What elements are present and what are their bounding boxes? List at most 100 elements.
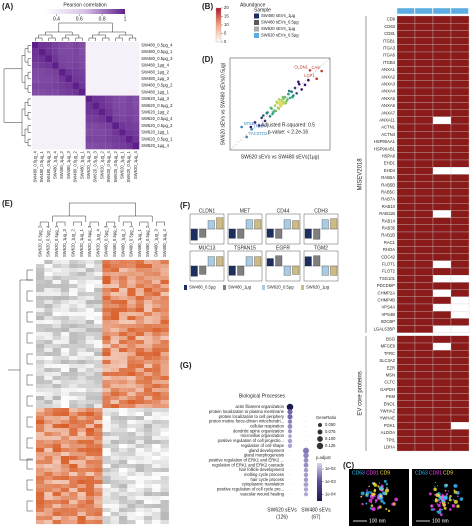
heatmap-cell (94, 520, 103, 525)
heatmap-cell (94, 384, 103, 389)
heatmap-cell (85, 512, 95, 517)
heatmap-cell (143, 480, 153, 485)
heatmap-cell (152, 296, 161, 301)
row-label: SW620_1µg_3 (141, 96, 169, 101)
heatmap-cell (135, 400, 144, 405)
heatmap-cell (396, 145, 416, 153)
heatmap-cell (36, 444, 45, 449)
heatmap-cell (85, 348, 95, 353)
heatmap-cell (94, 452, 103, 457)
tick-label: 5 (224, 31, 227, 36)
heatmap-cell (45, 95, 53, 103)
heatmap-cell (69, 492, 78, 497)
heatmap-cell (135, 272, 144, 277)
heatmap-cell (432, 378, 452, 387)
heatmap-cell (135, 440, 144, 445)
heatmap-cell (127, 484, 136, 489)
heatmap-cell (44, 340, 53, 345)
heatmap-cell (77, 468, 86, 473)
heatmap-cell (432, 203, 452, 211)
heatmap-cell (102, 456, 111, 461)
heatmap-cell (414, 318, 434, 326)
heatmap-cell (52, 268, 61, 273)
heatmap-cell (69, 380, 78, 385)
heatmap-cell (450, 386, 470, 394)
heatmap-cell (69, 364, 78, 369)
signal (377, 506, 380, 508)
heatmap-cell (85, 432, 95, 437)
heatmap-cell (450, 289, 470, 297)
heatmap-cell (110, 332, 120, 337)
heatmap-cell (92, 142, 100, 150)
heatmap-cell (52, 324, 61, 329)
col-label: SW620_0.5µg_4 (46, 225, 51, 257)
heatmap-cell (52, 336, 61, 341)
heatmap-cell (152, 324, 161, 329)
row-label: RAB14 (382, 218, 396, 223)
heatmap-cell (69, 284, 78, 289)
heatmap-cell (414, 260, 434, 269)
heatmap-cell (110, 436, 120, 441)
point (282, 101, 286, 105)
row-label: HSP90AA1 (374, 139, 396, 144)
heatmap-cell (77, 328, 86, 333)
heatmap-cell (94, 288, 103, 293)
heatmap-cell (450, 414, 470, 423)
heatmap-cell (143, 468, 153, 473)
heatmap-cell (60, 292, 70, 297)
heatmap-cell (160, 396, 169, 401)
heatmap-cell (414, 23, 434, 31)
heatmap-cell (85, 115, 93, 123)
heatmap-cell (152, 300, 161, 305)
heatmap-cell (127, 400, 136, 405)
heatmap-cell (52, 404, 61, 409)
dot (287, 414, 293, 420)
heatmap-cell (119, 444, 128, 449)
heatmap-cell (112, 115, 120, 123)
heatmap-cell (52, 472, 61, 477)
row-label: ANXA7 (381, 110, 395, 115)
heatmap-cell (160, 440, 169, 445)
term-label: proton motive force-driven mitochondri..… (209, 419, 284, 424)
heatmap-cell (119, 75, 126, 83)
heatmap-cell (36, 336, 45, 341)
heatmap-cell (69, 280, 78, 285)
heatmap-cell (102, 356, 111, 361)
signal (436, 485, 439, 487)
heatmap-cell (110, 360, 120, 365)
heatmap-cell (450, 167, 470, 175)
signal (443, 499, 446, 502)
heatmap-cell (77, 448, 86, 453)
heatmap-cell (396, 80, 416, 89)
signal (434, 493, 436, 496)
heatmap-cell (110, 472, 120, 477)
heatmap-cell (94, 432, 103, 437)
reference-line (229, 57, 331, 151)
heatmap-cell (72, 48, 79, 56)
heatmap-cell (60, 472, 70, 477)
heatmap-cell (102, 364, 111, 369)
signal (370, 495, 372, 498)
row-label: CHMP4B (378, 298, 396, 303)
heatmap-cell (135, 416, 144, 421)
heatmap-cell (396, 239, 416, 247)
heatmap-cell (44, 376, 53, 381)
heatmap-cell (135, 348, 144, 353)
heatmap-cell (432, 102, 452, 110)
heatmap-cell (110, 276, 120, 281)
heatmap-cell (69, 324, 78, 329)
heatmap-cell (92, 115, 100, 123)
heatmap-cell (85, 336, 95, 341)
heatmap-cell (85, 296, 95, 301)
heatmap-cell (44, 412, 53, 417)
tick-label: 1 (124, 16, 127, 22)
heatmap-cell (143, 336, 153, 341)
heatmap-cell (36, 492, 45, 497)
heatmap-cell (143, 496, 153, 501)
heatmap-cell (119, 352, 128, 357)
heatmap-cell (44, 512, 53, 517)
heatmap-cell (77, 288, 86, 293)
heatmap-cell (52, 512, 61, 517)
row-label: RAC1 (384, 240, 396, 245)
heatmap-cell (432, 350, 452, 358)
